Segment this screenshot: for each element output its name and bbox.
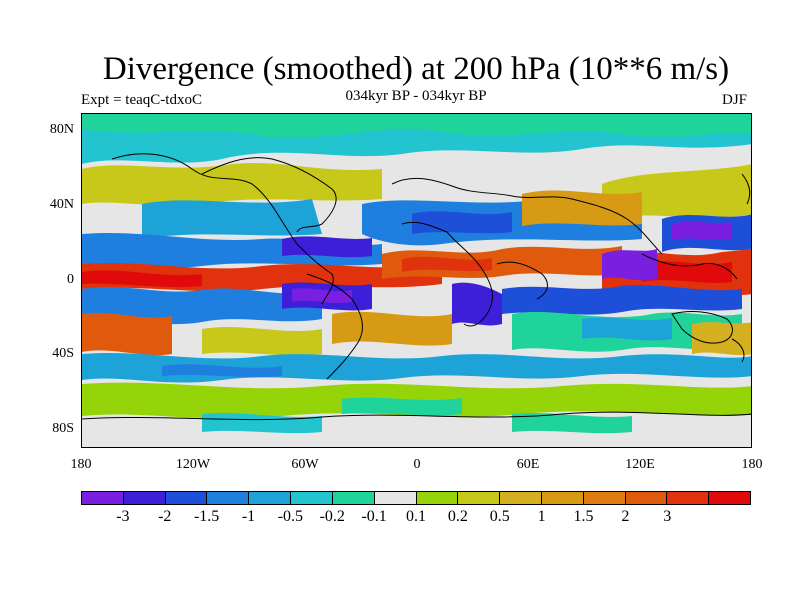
colorbar-swatch [82, 492, 124, 504]
colorbar-tick-label: -3 [116, 508, 130, 525]
lon-label-120w: 120W [175, 457, 211, 472]
colorbar-swatch [667, 492, 710, 504]
colorbar-swatch [709, 492, 750, 504]
lon-label-120e: 120E [625, 457, 655, 472]
colorbar [81, 491, 751, 505]
lon-label-60w: 60W [291, 457, 319, 472]
colorbar-tick-label: 0.5 [489, 508, 510, 525]
colorbar-swatch [123, 492, 166, 504]
colorbar-swatch [583, 492, 626, 504]
divergence-map [81, 113, 752, 448]
period-label: 034kyr BP - 034kyr BP [345, 88, 487, 104]
colorbar-swatch [625, 492, 668, 504]
colorbar-tick-label: 0.1 [406, 508, 426, 525]
lon-label-180w: 180 [70, 457, 92, 472]
colorbar-swatch [332, 492, 375, 504]
lon-label-180e: 180 [741, 457, 763, 472]
lat-label-80n: 80N [49, 122, 74, 137]
lon-label-60e: 60E [516, 457, 540, 472]
colorbar-swatch [416, 492, 459, 504]
colorbar-tick-label: -0.2 [319, 508, 345, 525]
colorbar-swatch [249, 492, 292, 504]
lat-label-0: 0 [67, 272, 74, 287]
colorbar-tick-label: 2 [621, 508, 630, 525]
colorbar-tick-label: 1 [537, 508, 546, 525]
colorbar-tick-label: -1 [241, 508, 256, 525]
experiment-label: Expt = teaqC-tdxoC [81, 92, 202, 108]
colorbar-swatch [500, 492, 542, 504]
lon-label-0: 0 [413, 457, 421, 472]
season-label: DJF [722, 92, 748, 108]
colorbar-swatch [458, 492, 501, 504]
lat-label-40n: 40N [49, 197, 74, 212]
colorbar-swatch [374, 492, 417, 504]
colorbar-tick-label: 1.5 [573, 508, 594, 525]
plot-title: Divergence (smoothed) at 200 hPa (10**6 … [102, 51, 730, 87]
colorbar-swatch [541, 492, 584, 504]
colorbar-tick-label: -0.1 [361, 508, 387, 525]
colorbar-tick-label: -0.5 [277, 508, 304, 525]
lat-label-40s: 40S [52, 346, 74, 361]
colorbar-swatch [207, 492, 250, 504]
colorbar-swatch [291, 492, 333, 504]
lat-label-80s: 80S [52, 421, 74, 436]
colorbar-tick-label: -1.5 [193, 508, 220, 525]
colorbar-tick-label: 0.2 [447, 508, 468, 525]
colorbar-tick-label: -2 [158, 508, 172, 525]
colorbar-tick-label: 3 [663, 508, 672, 525]
colorbar-swatch [165, 492, 208, 504]
map-fill [82, 114, 751, 447]
